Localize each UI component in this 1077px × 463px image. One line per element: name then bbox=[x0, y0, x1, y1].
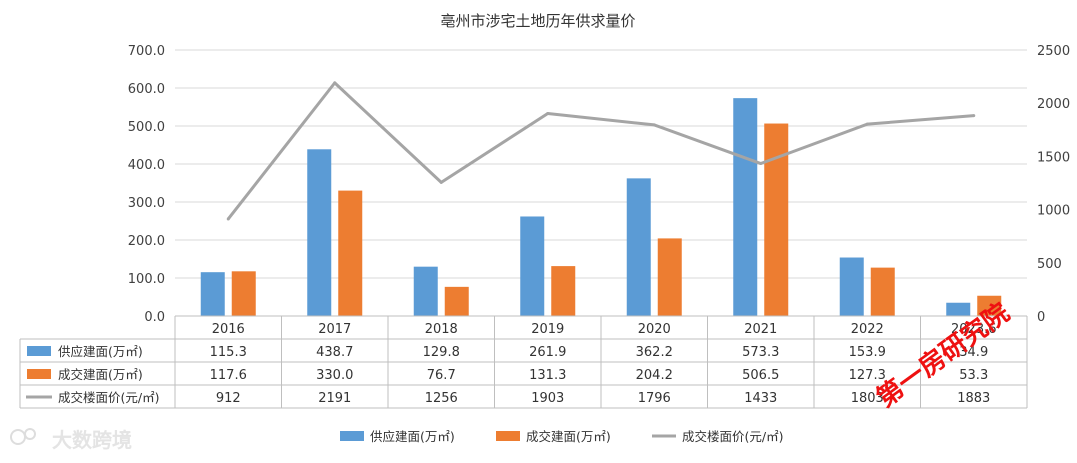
bar-supply bbox=[946, 302, 971, 316]
category-label: 2022 bbox=[851, 322, 884, 337]
category-label: 2017 bbox=[318, 322, 351, 337]
data-table: 2016 2017 2018 2019 2020 2021 2022 2023.6 供应建面(万… bbox=[19, 315, 1028, 409]
legend-label: 成交建面(万㎡) bbox=[526, 429, 611, 444]
category-label: 2023.6 bbox=[951, 322, 997, 337]
bar-deal bbox=[657, 238, 682, 316]
bar-supply bbox=[200, 272, 225, 316]
left-tick-label: 600.0 bbox=[128, 82, 165, 97]
right-tick-label: 2000 bbox=[1037, 97, 1070, 112]
price-point bbox=[652, 123, 656, 127]
bar-deal bbox=[338, 190, 363, 316]
left-tick-label: 100.0 bbox=[128, 272, 165, 287]
price-line-layer bbox=[226, 81, 976, 221]
right-axis-ticks: 0 500 1000 1500 2000 2500 bbox=[1037, 44, 1070, 325]
data-label: 330.0 bbox=[316, 368, 353, 383]
legend: 供应建面(万㎡) 成交建面(万㎡) 成交楼面价(元/㎡) bbox=[340, 429, 783, 444]
data-label: 261.9 bbox=[529, 345, 566, 360]
price-point bbox=[546, 112, 550, 116]
table-legend-swatch bbox=[27, 369, 51, 379]
data-label: 76.7 bbox=[427, 368, 456, 383]
price-point bbox=[439, 180, 443, 184]
grid-lines bbox=[175, 49, 1027, 317]
data-label: 912 bbox=[216, 391, 241, 406]
right-tick-label: 0 bbox=[1037, 310, 1045, 325]
price-point bbox=[226, 217, 230, 221]
right-tick-label: 1000 bbox=[1037, 204, 1070, 219]
bar-supply bbox=[413, 266, 438, 316]
right-tick-label: 1500 bbox=[1037, 150, 1070, 165]
price-line bbox=[227, 81, 974, 220]
data-label: 204.2 bbox=[636, 368, 673, 383]
bars-layer bbox=[200, 98, 1002, 317]
bar-deal bbox=[444, 286, 469, 316]
right-tick-label: 500 bbox=[1037, 257, 1062, 272]
bar-deal bbox=[551, 266, 576, 316]
category-label: 2019 bbox=[531, 322, 564, 337]
data-label: 127.3 bbox=[849, 368, 886, 383]
bar-supply bbox=[307, 149, 332, 316]
data-label: 1796 bbox=[638, 391, 671, 406]
table-series-name: 供应建面(万㎡) bbox=[58, 344, 143, 359]
data-label: 506.5 bbox=[742, 368, 779, 383]
data-label: 131.3 bbox=[529, 368, 566, 383]
data-label: 53.3 bbox=[959, 368, 988, 383]
category-label: 2016 bbox=[212, 322, 245, 337]
logo: 大数跨境 bbox=[10, 428, 132, 452]
left-tick-label: 0.0 bbox=[144, 310, 165, 325]
bar-supply bbox=[839, 257, 864, 316]
left-axis-ticks: 0.0 100.0 200.0 300.0 400.0 500.0 600.0 700.0 bbox=[128, 44, 165, 325]
bar-deal bbox=[977, 295, 1002, 316]
left-tick-label: 400.0 bbox=[128, 158, 165, 173]
table-series-name: 成交楼面价(元/㎡) bbox=[58, 390, 159, 405]
price-point bbox=[972, 114, 976, 118]
left-tick-label: 200.0 bbox=[128, 234, 165, 249]
bar-deal bbox=[231, 271, 256, 316]
chart-title: 亳州市涉宅土地历年供求量价 bbox=[440, 12, 635, 30]
table-series-name: 成交建面(万㎡) bbox=[58, 367, 143, 382]
legend-swatch bbox=[496, 431, 520, 441]
data-label: 362.2 bbox=[636, 345, 673, 360]
data-label: 1803 bbox=[851, 391, 884, 406]
data-label: 34.9 bbox=[959, 345, 988, 360]
bar-supply bbox=[626, 178, 651, 316]
table-legend-swatch bbox=[27, 346, 51, 356]
data-label: 115.3 bbox=[210, 345, 247, 360]
data-label: 2191 bbox=[318, 391, 351, 406]
bar-deal bbox=[870, 267, 895, 316]
left-tick-label: 300.0 bbox=[128, 196, 165, 211]
left-tick-label: 700.0 bbox=[128, 44, 165, 59]
legend-label: 成交楼面价(元/㎡) bbox=[682, 429, 783, 444]
logo-text: 大数跨境 bbox=[52, 428, 132, 452]
data-label: 438.7 bbox=[316, 345, 353, 360]
bar-deal bbox=[764, 123, 789, 316]
legend-label: 供应建面(万㎡) bbox=[370, 429, 455, 444]
price-point bbox=[759, 162, 763, 166]
category-label: 2021 bbox=[744, 322, 777, 337]
data-label: 1433 bbox=[744, 391, 777, 406]
data-label: 153.9 bbox=[849, 345, 886, 360]
data-label: 1256 bbox=[425, 391, 458, 406]
right-tick-label: 2500 bbox=[1037, 44, 1070, 59]
legend-swatch bbox=[340, 431, 364, 441]
data-label: 117.6 bbox=[210, 368, 247, 383]
bar-supply bbox=[733, 98, 758, 317]
data-label: 1883 bbox=[957, 391, 990, 406]
left-tick-label: 500.0 bbox=[128, 120, 165, 135]
data-label: 573.3 bbox=[742, 345, 779, 360]
price-point bbox=[333, 81, 337, 85]
data-label: 129.8 bbox=[423, 345, 460, 360]
price-point bbox=[865, 122, 869, 126]
data-label: 1903 bbox=[531, 391, 564, 406]
category-label: 2018 bbox=[425, 322, 458, 337]
category-label: 2020 bbox=[638, 322, 671, 337]
bar-supply bbox=[520, 216, 545, 316]
